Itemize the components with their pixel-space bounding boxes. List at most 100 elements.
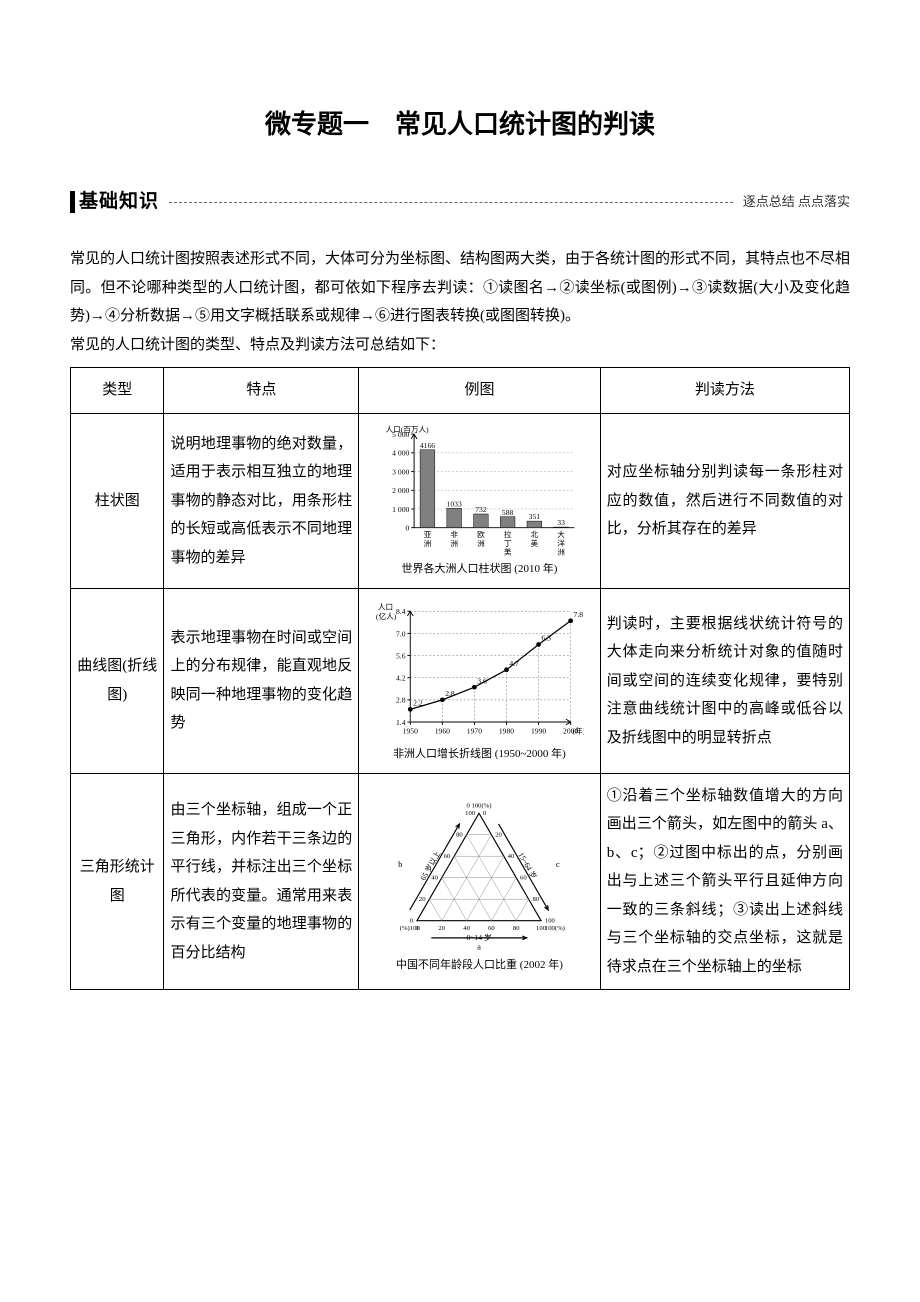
th-feature: 特点 xyxy=(164,368,359,414)
th-method: 判读方法 xyxy=(600,368,849,414)
svg-text:(年): (年) xyxy=(573,725,584,735)
cell-method-tri: ①沿着三个坐标轴数值增大的方向画出三个箭头，如左图中的箭头 a、b、c；②过图中… xyxy=(600,773,849,990)
svg-text:8.4: 8.4 xyxy=(396,607,406,616)
svg-text:1960: 1960 xyxy=(435,726,450,735)
svg-text:4 000: 4 000 xyxy=(393,449,410,458)
svg-text:100(%): 100(%) xyxy=(545,925,565,932)
dashline xyxy=(169,202,733,203)
svg-text:2.8: 2.8 xyxy=(446,689,456,698)
svg-text:5.6: 5.6 xyxy=(396,651,406,660)
svg-text:a: a xyxy=(478,941,482,951)
svg-text:7.0: 7.0 xyxy=(396,629,406,638)
svg-text:2.8: 2.8 xyxy=(396,696,406,705)
svg-text:b: b xyxy=(399,859,403,869)
svg-text:3 000: 3 000 xyxy=(393,467,410,476)
svg-text:40: 40 xyxy=(432,874,439,881)
svg-text:1990: 1990 xyxy=(531,726,546,735)
cell-method-bar: 对应坐标轴分别判读每一条形柱对应的数值，然后进行不同数值的对比，分析其存在的差异 xyxy=(600,413,849,588)
page-title: 微专题一 常见人口统计图的判读 xyxy=(70,100,850,149)
svg-text:1980: 1980 xyxy=(499,726,514,735)
triangle-chart: 020406080100020406080100020406080100(%)1… xyxy=(374,788,584,953)
cell-example-tri: 020406080100020406080100020406080100(%)1… xyxy=(359,773,600,990)
svg-text:80: 80 xyxy=(513,925,520,932)
svg-text:0 100(%): 0 100(%) xyxy=(467,802,492,809)
svg-text:拉: 拉 xyxy=(504,529,512,539)
svg-text:60: 60 xyxy=(444,853,451,860)
svg-text:4.7: 4.7 xyxy=(510,659,520,668)
intro-p2: 常见的人口统计图的类型、特点及判读方法可总结如下： xyxy=(70,331,850,360)
svg-text:588: 588 xyxy=(502,508,514,517)
section-bar-icon xyxy=(70,191,75,213)
svg-text:20: 20 xyxy=(439,925,446,932)
svg-text:洲: 洲 xyxy=(451,539,459,548)
svg-text:洋: 洋 xyxy=(558,538,566,548)
cell-type-line: 曲线图(折线图) xyxy=(71,588,164,773)
cell-method-line: 判读时，主要根据线状统计符号的大体走向来分析统计对象的值随时间或空间的连续变化规… xyxy=(600,588,849,773)
svg-text:65 岁以上: 65 岁以上 xyxy=(418,848,443,881)
svg-text:欧: 欧 xyxy=(478,529,486,539)
svg-text:人口: 人口 xyxy=(378,602,393,611)
cell-feature-line: 表示地理事物在时间或空间上的分布规律，能直观地反映同一种地理事物的变化趋势 xyxy=(164,588,359,773)
svg-text:洲: 洲 xyxy=(504,556,512,557)
svg-text:0: 0 xyxy=(483,810,487,817)
table-row: 柱状图 说明地理事物的绝对数量，适用于表示相互独立的地理事物的静态对比，用条形柱… xyxy=(71,413,850,588)
svg-text:1970: 1970 xyxy=(467,726,482,735)
cell-type-tri: 三角形统计图 xyxy=(71,773,164,990)
cell-example-bar: 01 0002 0003 0004 0005 000人口(百万人)4166亚洲1… xyxy=(359,413,600,588)
svg-text:6.3: 6.3 xyxy=(542,634,552,643)
section-tagline: 逐点总结 点点落实 xyxy=(743,190,850,215)
svg-text:7.8: 7.8 xyxy=(574,610,584,619)
svg-text:80: 80 xyxy=(457,831,464,838)
svg-text:20: 20 xyxy=(496,831,503,838)
svg-text:0: 0 xyxy=(406,524,410,533)
svg-text:4.2: 4.2 xyxy=(396,673,406,682)
svg-text:40: 40 xyxy=(508,853,515,860)
svg-text:100: 100 xyxy=(545,917,556,924)
svg-text:(亿人): (亿人) xyxy=(376,611,397,621)
svg-text:美: 美 xyxy=(531,538,539,548)
cell-example-line: 1.42.84.25.67.08.4人口(亿人)1950196019701980… xyxy=(359,588,600,773)
svg-text:1033: 1033 xyxy=(447,499,462,508)
chart-types-table: 类型 特点 例图 判读方法 柱状图 说明地理事物的绝对数量，适用于表示相互独立的… xyxy=(70,367,850,990)
svg-text:0: 0 xyxy=(410,917,414,924)
svg-text:1 000: 1 000 xyxy=(393,505,410,514)
svg-text:洲: 洲 xyxy=(424,539,432,548)
svg-text:大: 大 xyxy=(558,529,566,539)
svg-text:732: 732 xyxy=(476,505,488,514)
svg-text:2 000: 2 000 xyxy=(393,486,410,495)
line-chart-caption: 非洲人口增长折线图 (1950~2000 年) xyxy=(365,744,593,765)
svg-text:洲: 洲 xyxy=(478,539,486,548)
svg-text:351: 351 xyxy=(529,512,541,521)
cell-feature-bar: 说明地理事物的绝对数量，适用于表示相互独立的地理事物的静态对比，用条形柱的长短或… xyxy=(164,413,359,588)
intro-p1: 常见的人口统计图按照表述形式不同，大体可分为坐标图、结构图两大类，由于各统计图的… xyxy=(70,245,850,331)
section-heading: 基础知识 逐点总结 点点落实 xyxy=(70,184,850,220)
svg-text:非: 非 xyxy=(451,529,459,539)
svg-text:80: 80 xyxy=(533,896,540,903)
svg-text:20: 20 xyxy=(419,896,426,903)
svg-text:2.2: 2.2 xyxy=(414,698,424,707)
tri-chart-caption: 中国不同年龄段人口比重 (2002 年) xyxy=(365,955,593,976)
svg-text:60: 60 xyxy=(520,874,527,881)
line-chart: 1.42.84.25.67.08.4人口(亿人)1950196019701980… xyxy=(374,597,584,742)
th-example: 例图 xyxy=(359,368,600,414)
cell-feature-tri: 由三个坐标轴，组成一个正三角形，内作若干三条边的平行线，并标注出三个坐标所代表的… xyxy=(164,773,359,990)
svg-text:100: 100 xyxy=(466,810,477,817)
bar-chart: 01 0002 0003 0004 0005 000人口(百万人)4166亚洲1… xyxy=(374,422,584,557)
section-label: 基础知识 xyxy=(79,184,159,220)
svg-text:4166: 4166 xyxy=(420,441,435,450)
th-type: 类型 xyxy=(71,368,164,414)
svg-text:60: 60 xyxy=(489,925,496,932)
svg-text:c: c xyxy=(556,859,560,869)
svg-text:1950: 1950 xyxy=(403,726,418,735)
table-header-row: 类型 特点 例图 判读方法 xyxy=(71,368,850,414)
table-row: 曲线图(折线图) 表示地理事物在时间或空间上的分布规律，能直观地反映同一种地理事… xyxy=(71,588,850,773)
svg-text:0~14 岁: 0~14 岁 xyxy=(467,931,492,941)
svg-text:(%)100: (%)100 xyxy=(400,925,421,932)
svg-text:美: 美 xyxy=(504,546,512,556)
intro-block: 常见的人口统计图按照表述形式不同，大体可分为坐标图、结构图两大类，由于各统计图的… xyxy=(70,245,850,359)
bar-chart-caption: 世界各大洲人口柱状图 (2010 年) xyxy=(365,559,593,580)
svg-text:3.6: 3.6 xyxy=(478,676,488,685)
table-row: 三角形统计图 由三个坐标轴，组成一个正三角形，内作若干三条边的平行线，并标注出三… xyxy=(71,773,850,990)
cell-type-bar: 柱状图 xyxy=(71,413,164,588)
svg-text:40: 40 xyxy=(464,925,471,932)
